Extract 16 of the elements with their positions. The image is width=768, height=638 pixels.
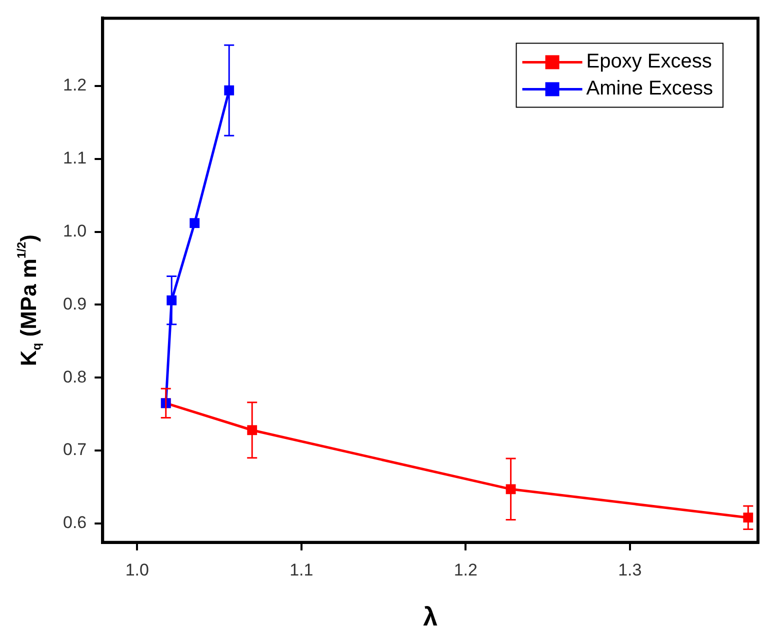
point bbox=[190, 218, 200, 228]
y-tick-label: 0.9 bbox=[62, 294, 87, 314]
legend-label: Epoxy Excess bbox=[586, 50, 712, 73]
y-axis-title: Kq (MPa m1/2) bbox=[14, 234, 44, 366]
y-tick-label: 0.8 bbox=[62, 367, 87, 386]
y-tick-label: 1.1 bbox=[62, 148, 87, 168]
y-tick-label: 1.0 bbox=[62, 222, 87, 241]
legend-label: Amine Excess bbox=[586, 78, 714, 100]
x-tick-label: 1.0 bbox=[125, 560, 149, 580]
y-tick-label: 0.7 bbox=[62, 440, 87, 460]
y-tick-label: 0.6 bbox=[62, 513, 87, 532]
x-tick-label: 1.3 bbox=[618, 560, 642, 580]
y-tick-label: 1.2 bbox=[62, 76, 87, 95]
x-axis-title: λ bbox=[423, 602, 438, 632]
x-tick-label: 1.1 bbox=[290, 560, 314, 580]
x-tick-label: 1.2 bbox=[454, 560, 478, 580]
